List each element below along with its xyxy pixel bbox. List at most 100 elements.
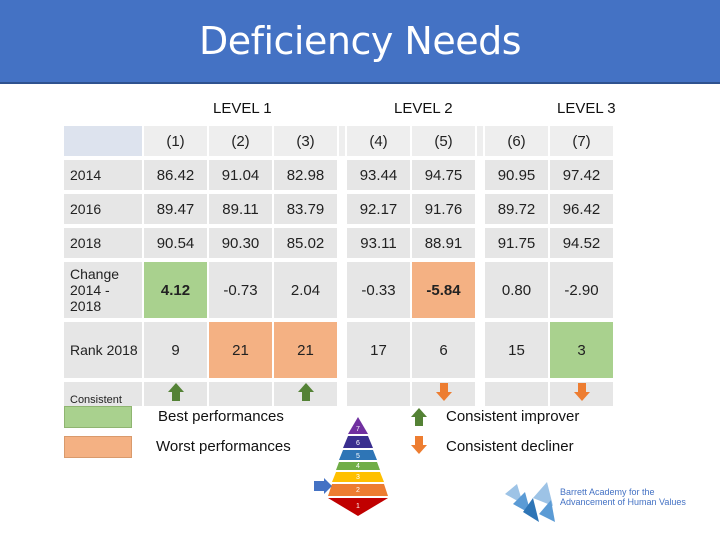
table-cell: 3: [550, 322, 613, 378]
col-header: (2): [209, 126, 272, 156]
row-label: 2014: [64, 160, 142, 190]
table-cell: 21: [209, 322, 272, 378]
pyramid-level-6: [343, 436, 373, 448]
pyramid-level-5: [339, 450, 377, 460]
table-cell: -5.84: [412, 262, 475, 318]
table-cell: 94.75: [412, 160, 475, 190]
logo-line: Advancement of Human Values: [560, 497, 686, 507]
table-cell: 85.02: [274, 228, 337, 258]
table-cell: 90.95: [485, 160, 548, 190]
pyramid-level-2: [328, 484, 388, 496]
logo-text: Barrett Academy for the Advancement of H…: [560, 487, 686, 507]
levels-pyramid-icon: 7 6 5 4 3 2 1: [328, 417, 388, 516]
arrow-down-icon: [573, 383, 591, 401]
row-label: Rank 2018: [64, 322, 142, 378]
row-label: Consistent: [64, 382, 142, 406]
table-row: 2016 89.47 89.11 83.79 92.17 91.76 89.72…: [64, 194, 613, 224]
consistency-row: Consistent: [64, 382, 613, 406]
table-cell: 4.12: [144, 262, 207, 318]
pyramid-label: 6: [356, 440, 360, 447]
table-cell: 89.11: [209, 194, 272, 224]
table-cell: 0.80: [485, 262, 548, 318]
worst-legend-label: Worst performances: [156, 438, 291, 455]
table-cell: -0.73: [209, 262, 272, 318]
page-title: Deficiency Needs: [198, 19, 522, 63]
pyramid-level-4: [336, 462, 380, 470]
pyramid-label: 3: [356, 474, 360, 481]
table-row: 2014 86.42 91.04 82.98 93.44 94.75 90.95…: [64, 160, 613, 190]
table-cell: 96.42: [550, 194, 613, 224]
consistency-cell: [274, 382, 337, 406]
barrett-logo-icon: [505, 482, 555, 522]
row-label: 2016: [64, 194, 142, 224]
table-cell: 17: [347, 322, 410, 378]
consistency-cell: [485, 382, 548, 406]
table-cell: -0.33: [347, 262, 410, 318]
table-header-row: (1) (2) (3) (4) (5) (6) (7): [64, 126, 613, 156]
col-header: (3): [274, 126, 337, 156]
table-cell: 2.04: [274, 262, 337, 318]
improver-legend-label: Consistent improver: [446, 408, 580, 425]
table-row: 2018 90.54 90.30 85.02 93.11 88.91 91.75…: [64, 228, 613, 258]
level-3-heading: LEVEL 3: [557, 100, 616, 117]
row-label: Change 2014 - 2018: [64, 262, 142, 318]
level-pointer-icon: [314, 478, 332, 494]
table-cell: 89.47: [144, 194, 207, 224]
col-header: (7): [550, 126, 613, 156]
decliner-legend-label: Consistent decliner: [446, 438, 574, 455]
pyramid-label: 4: [356, 463, 360, 470]
table-cell: 92.17: [347, 194, 410, 224]
corner-cell: [64, 126, 142, 156]
table-cell: 91.76: [412, 194, 475, 224]
table-cell: 89.72: [485, 194, 548, 224]
col-header: (5): [412, 126, 475, 156]
table-cell: 21: [274, 322, 337, 378]
table-cell: 97.42: [550, 160, 613, 190]
table-cell: 94.52: [550, 228, 613, 258]
table-cell: 91.75: [485, 228, 548, 258]
pyramid-label: 5: [356, 453, 360, 460]
pyramid-level-1: [328, 498, 388, 516]
arrow-down-icon: [435, 383, 453, 401]
table-cell: 9: [144, 322, 207, 378]
table-cell: 93.11: [347, 228, 410, 258]
pyramid-label: 2: [356, 487, 360, 494]
arrow-up-icon: [167, 383, 185, 401]
consistency-cell: [144, 382, 207, 406]
best-legend-swatch: [64, 406, 132, 428]
table-cell: -2.90: [550, 262, 613, 318]
table-cell: 6: [412, 322, 475, 378]
level-2-heading: LEVEL 2: [394, 100, 453, 117]
consistency-cell: [209, 382, 272, 406]
table-cell: 91.04: [209, 160, 272, 190]
col-header: (1): [144, 126, 207, 156]
arrow-up-icon: [410, 408, 428, 426]
title-bar: Deficiency Needs: [0, 0, 720, 84]
table-cell: 83.79: [274, 194, 337, 224]
pyramid-label: 7: [356, 426, 360, 433]
table-row: Rank 2018 9 21 21 17 6 15 3: [64, 322, 613, 378]
consistency-cell: [550, 382, 613, 406]
table-cell: 86.42: [144, 160, 207, 190]
worst-legend-swatch: [64, 436, 132, 458]
table-cell: 90.54: [144, 228, 207, 258]
consistency-cell: [347, 382, 410, 406]
arrow-up-icon: [297, 383, 315, 401]
col-header: (4): [347, 126, 410, 156]
deficiency-table: (1) (2) (3) (4) (5) (6) (7) 2014 86.42 9…: [62, 122, 615, 410]
table-cell: 88.91: [412, 228, 475, 258]
best-legend-label: Best performances: [158, 408, 284, 425]
logo-line: Barrett Academy for the: [560, 487, 655, 497]
arrow-down-icon: [410, 436, 428, 454]
table-cell: 15: [485, 322, 548, 378]
row-label: 2018: [64, 228, 142, 258]
pyramid-level-3: [332, 472, 384, 482]
pyramid-label: 1: [356, 503, 360, 510]
consistency-cell: [412, 382, 475, 406]
table-cell: 93.44: [347, 160, 410, 190]
table-row: Change 2014 - 2018 4.12 -0.73 2.04 -0.33…: [64, 262, 613, 318]
table-cell: 82.98: [274, 160, 337, 190]
pyramid-level-7: [348, 417, 368, 434]
col-header: (6): [485, 126, 548, 156]
level-1-heading: LEVEL 1: [213, 100, 272, 117]
